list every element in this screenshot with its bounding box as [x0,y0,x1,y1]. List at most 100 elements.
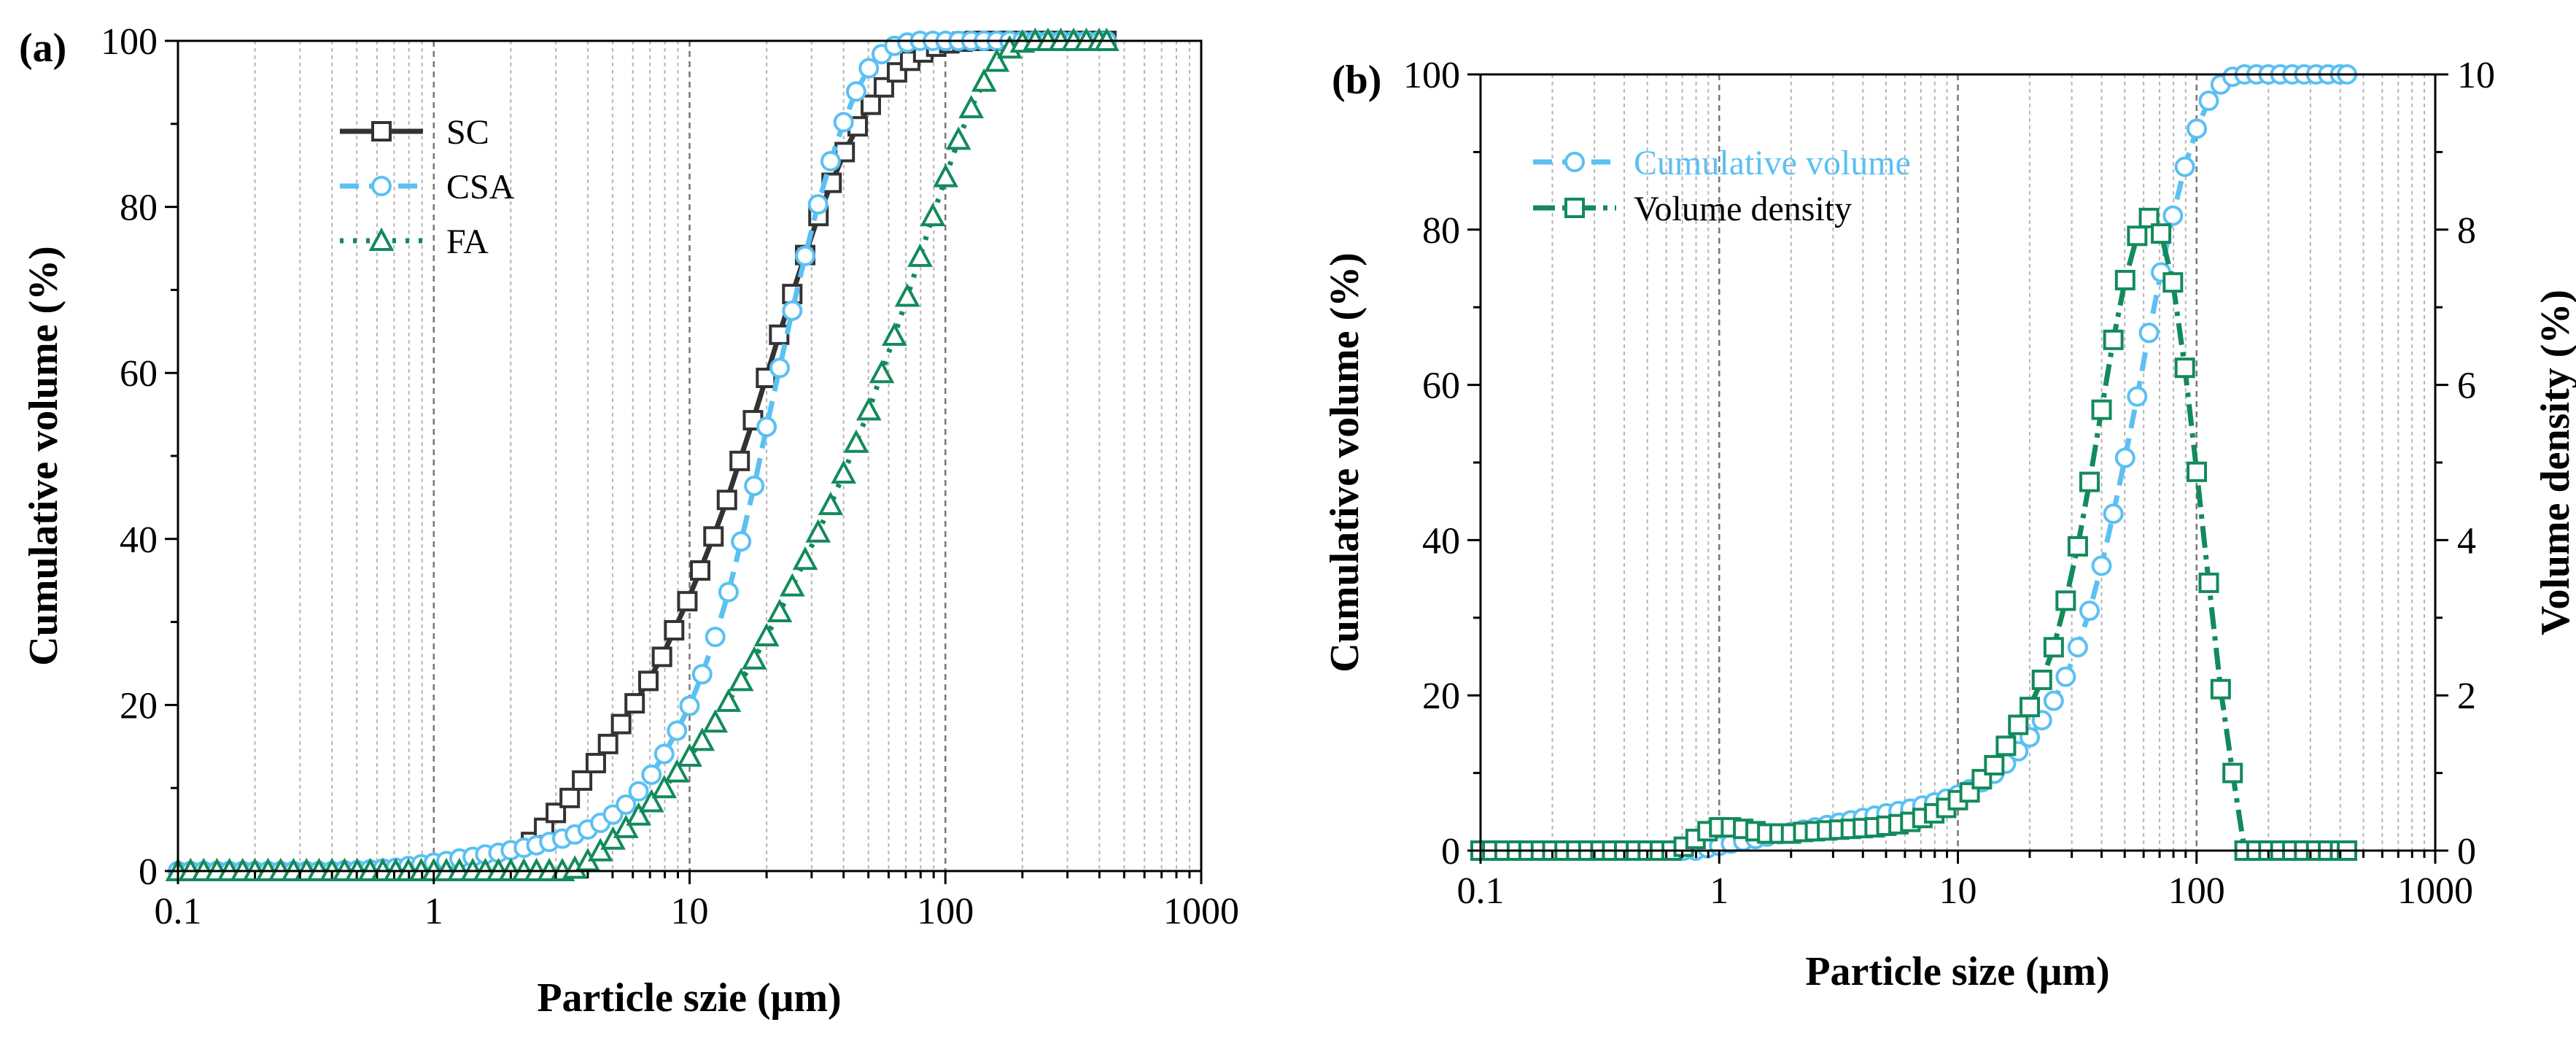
data-point [782,300,803,321]
legend-csa-text: CSA [446,168,515,206]
data-point [2198,90,2219,112]
legend-cumulative-text: Cumulative volume [1634,144,1911,182]
series-line-volume-density [1481,215,2348,854]
panel-b-label: (b) [1332,58,1381,103]
y-tick-label: 0 [139,851,158,893]
y2-tick-label: 4 [2457,520,2476,562]
panel-a-series [165,27,1120,881]
x-tick-label: 100 [917,891,974,932]
data-point [677,743,702,767]
data-point [2043,637,2064,658]
panel-b-x-axis-title: Particle size (μm) [1805,949,2109,994]
x-tick-label: 1000 [2397,870,2473,912]
data-point [971,68,997,92]
y-tick-label: 100 [1403,55,1460,96]
data-point [2174,357,2195,379]
data-point [2055,666,2076,687]
series-line-csa [178,38,1107,874]
data-point [860,94,881,115]
data-point [958,94,985,119]
data-point [667,720,688,741]
y2-tick-label: 6 [2457,365,2476,407]
data-point [638,789,664,813]
data-point [2198,572,2219,593]
y-tick-label: 60 [1422,365,1460,407]
panel-a-grid [254,41,1190,871]
data-point [1995,735,2017,756]
x-tick-label: 1 [424,891,443,932]
data-point [2091,399,2112,420]
data-point [715,688,742,712]
data-point [628,781,649,802]
x-tick-label: 10 [671,891,709,932]
data-point [624,693,645,714]
panel-b-series [1470,64,2358,861]
data-point [818,491,844,516]
data-point [2222,762,2243,783]
x-tick-label: 0.1 [1457,870,1505,912]
data-point [2079,600,2100,622]
data-point [602,804,624,825]
data-point [907,243,933,267]
data-point [716,489,737,511]
data-point [702,709,729,733]
data-point [1984,754,2005,775]
data-point [756,417,777,438]
data-point [679,695,700,716]
data-point [585,753,606,774]
data-point [843,429,869,453]
data-point [2079,471,2100,492]
data-point [2031,669,2052,690]
series-line-fa [178,38,1107,874]
panel-b-y-axis-title: Cumulative volume (%) [1322,252,1367,673]
data-point [741,646,767,670]
x-tick-label: 10 [1939,870,1977,912]
data-point [805,519,831,543]
data-point [894,283,920,307]
y-tick-label: 100 [101,21,158,63]
series-line-cumulative-volume [1481,71,2348,854]
data-point [2114,269,2135,290]
data-point [689,727,715,751]
data-point [856,397,882,421]
legend-density-text: Volume density [1634,190,1852,228]
legend-csa-marker [371,176,392,196]
data-point [769,324,790,345]
panel-a-label: (a) [19,26,66,71]
data-point [945,126,971,150]
data-point [731,531,752,552]
data-point [858,58,880,79]
data-point [600,826,626,850]
data-point [718,581,739,603]
data-point [651,646,672,667]
data-point [933,163,958,187]
data-point [728,667,754,692]
data-point [597,733,618,754]
data-point [2114,447,2135,468]
y-tick-label: 20 [120,685,158,727]
y2-tick-label: 8 [2457,210,2476,252]
panel-a-y-axis-title: Cumulative volume (%) [21,246,66,666]
data-point [2151,223,2172,244]
panel-b-y2-axis-title: Volume density (%) [2533,290,2576,635]
data-point [664,759,690,783]
data-point [587,837,613,862]
data-point [626,802,651,826]
data-point [920,202,946,227]
data-point [610,713,632,735]
data-point [677,591,698,612]
y-tick-label: 20 [1422,676,1460,717]
data-point [2043,690,2064,711]
data-point [690,560,711,581]
data-point [820,151,841,172]
data-point [653,743,675,765]
x-tick-label: 1000 [1163,891,1239,932]
data-point [637,670,659,692]
y-tick-label: 60 [120,353,158,395]
data-point [882,322,907,346]
legend-sc-text: SC [446,113,489,152]
data-point [2210,678,2231,700]
data-point [833,112,854,133]
